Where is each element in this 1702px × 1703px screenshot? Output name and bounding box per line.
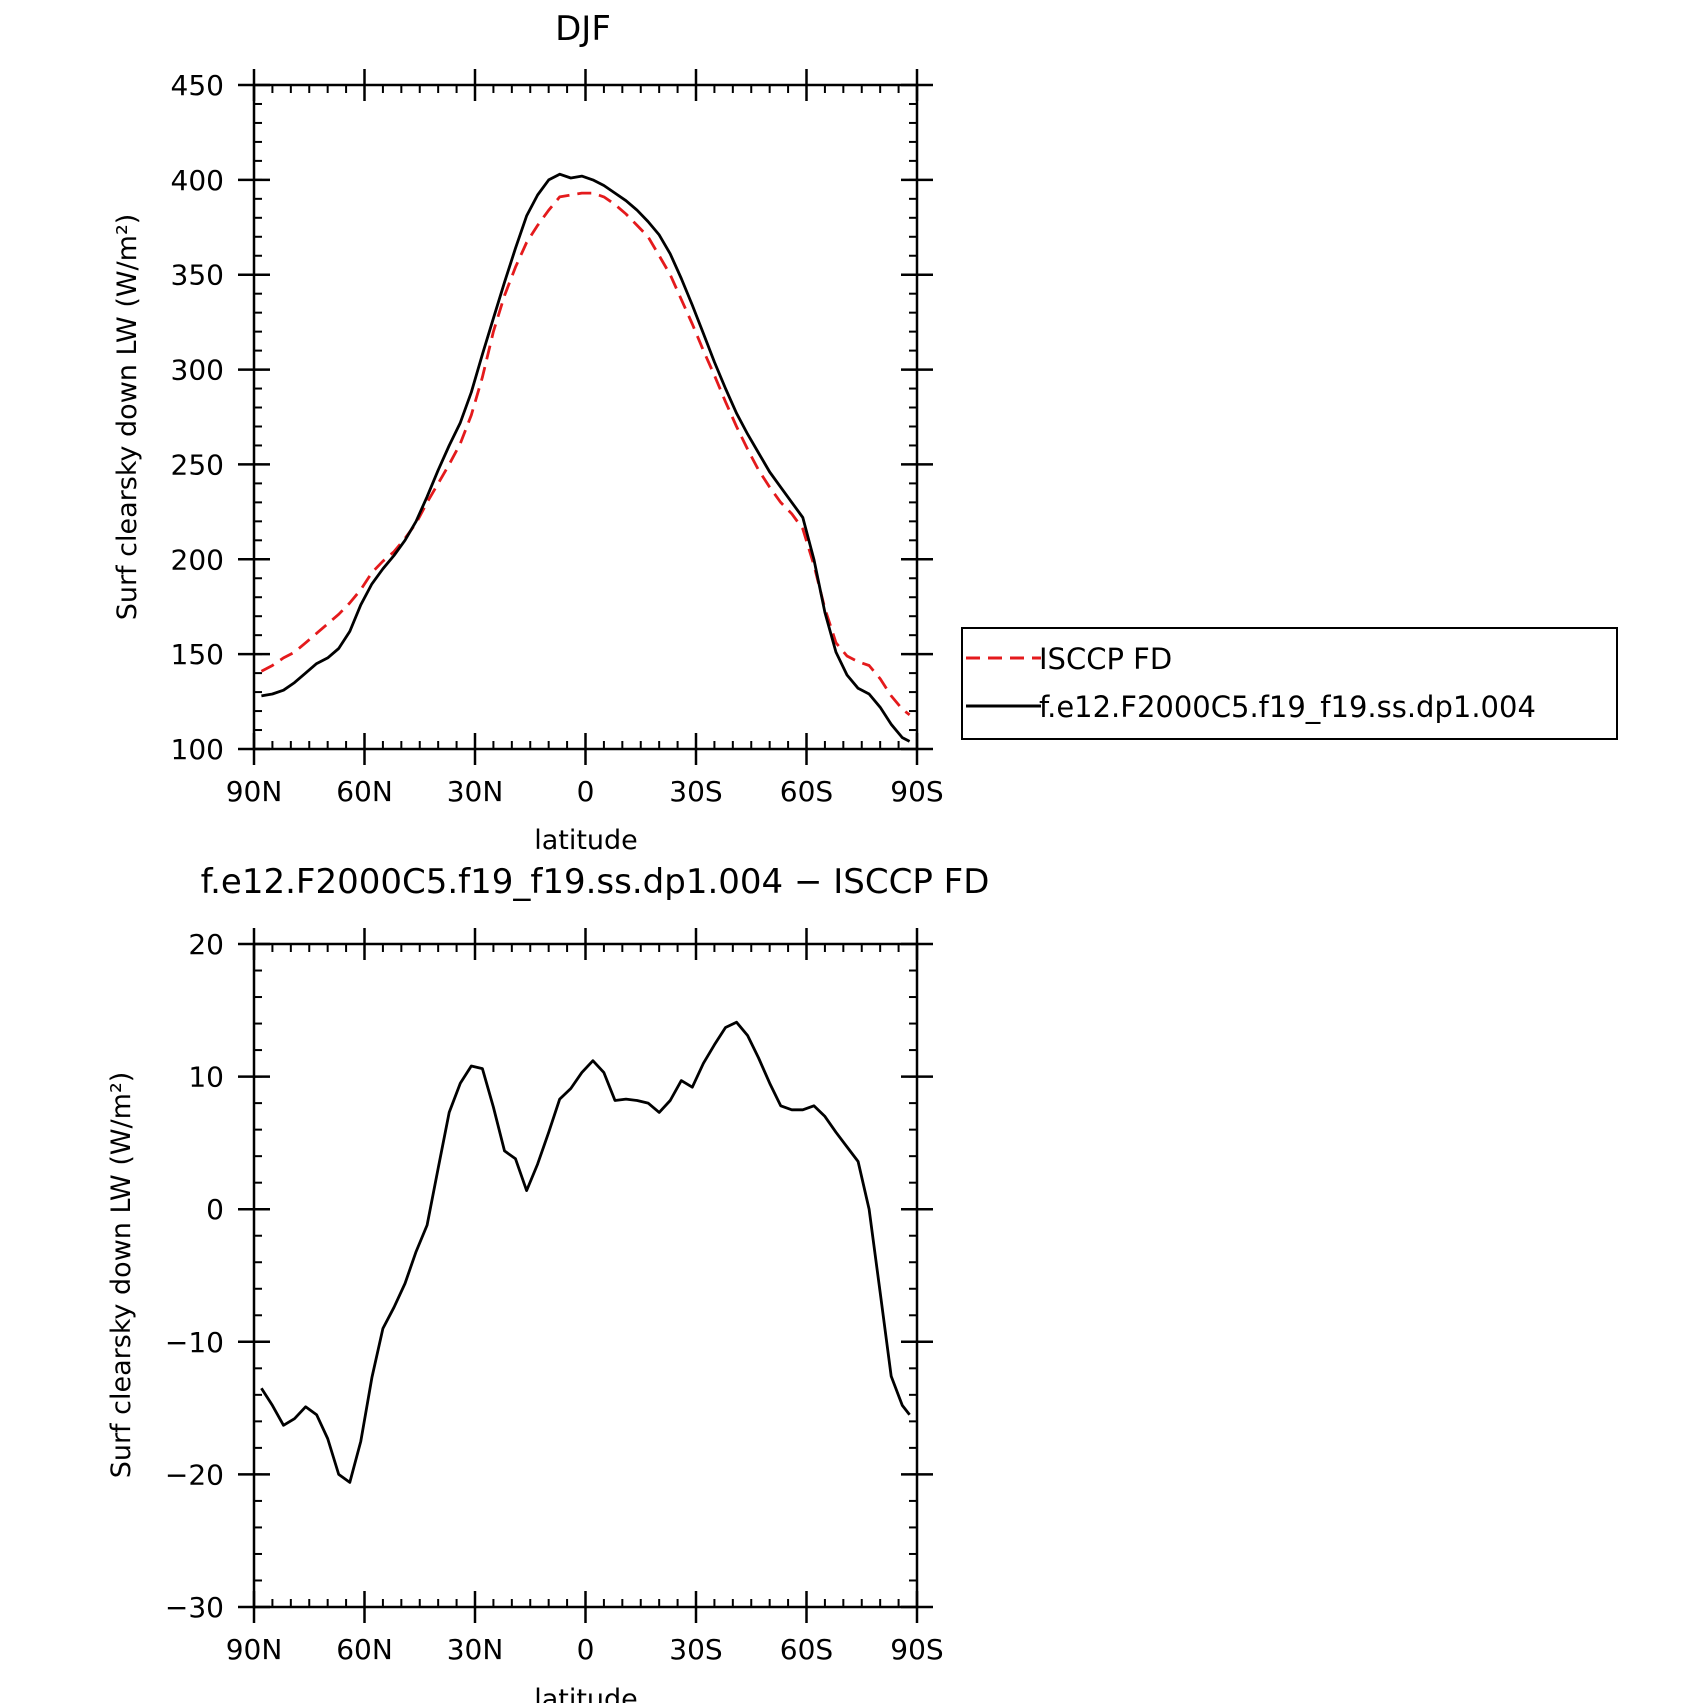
bottom-y-tick-label: 10: [188, 1061, 224, 1094]
bottom-series-lines: [260, 1020, 911, 1484]
legend-box: [961, 627, 1618, 740]
top-x-tick-label: 30S: [669, 775, 722, 808]
bottom-y-axis-label: Surf clearsky down LW (W/m²): [106, 1072, 137, 1479]
bottom-x-axis: 90N 60N 30N 0 30S 60S 90S: [226, 928, 944, 1666]
top-series-line-1: [261, 172, 911, 743]
bottom-y-tick-label: −20: [165, 1458, 224, 1491]
bottom-x-tick-label: 90S: [890, 1633, 943, 1666]
bottom-x-tick-label: 60S: [780, 1633, 833, 1666]
top-chart-title: DJF: [555, 9, 611, 49]
bottom-x-axis-label: latitude: [534, 1684, 638, 1703]
bottom-x-tick-label: 30N: [447, 1633, 504, 1666]
top-y-tick-label: 100: [171, 733, 224, 766]
legend: ISCCP FD f.e12.F2000C5.f19_f19.ss.dp1.00…: [961, 627, 1618, 740]
bottom-y-tick-label: −10: [165, 1326, 224, 1359]
bottom-plot-frame: [252, 942, 919, 1609]
bottom-x-tick-label: 90N: [226, 1633, 283, 1666]
top-x-axis: 90N 60N 30N 0 30S 60S 90S: [226, 69, 944, 808]
bottom-x-tick-label: 30S: [669, 1633, 722, 1666]
top-x-tick-label: 30N: [447, 775, 504, 808]
top-plot-frame: [252, 83, 919, 751]
bottom-x-tick-label: 0: [577, 1633, 595, 1666]
bottom-x-tick-label: 60N: [336, 1633, 393, 1666]
top-y-tick-label: 450: [171, 69, 224, 102]
top-x-tick-label: 0: [577, 775, 595, 808]
top-y-tick-label: 150: [171, 638, 224, 671]
bottom-chart-title: f.e12.F2000C5.f19_f19.ss.dp1.004 − ISCCP…: [201, 862, 990, 902]
bottom-y-tick-label: 20: [188, 928, 224, 961]
top-y-axis: 100 150 200 250 300 350 400 450: [171, 69, 933, 766]
top-x-tick-label: 60S: [780, 775, 833, 808]
bottom-panel: f.e12.F2000C5.f19_f19.ss.dp1.004 − ISCCP…: [106, 862, 989, 1703]
top-x-axis-label: latitude: [534, 825, 638, 856]
legend-label-model: f.e12.F2000C5.f19_f19.ss.dp1.004: [1039, 690, 1536, 724]
top-y-tick-label: 400: [171, 164, 224, 197]
top-y-tick-label: 200: [171, 543, 224, 576]
legend-label-isccp: ISCCP FD: [1039, 642, 1172, 676]
top-y-axis-label: Surf clearsky down LW (W/m²): [112, 214, 143, 621]
top-y-tick-label: 300: [171, 354, 224, 387]
top-x-tick-label: 90N: [226, 775, 283, 808]
top-x-tick-label: 60N: [336, 775, 393, 808]
bottom-series-line-0: [260, 1020, 911, 1484]
bottom-y-axis: −30 −20 −10 0 10 20: [165, 928, 933, 1624]
top-x-tick-label: 90S: [890, 775, 943, 808]
top-series-line-0: [260, 191, 911, 717]
bottom-y-tick-label: 0: [206, 1193, 224, 1226]
top-series-lines: [260, 172, 911, 743]
bottom-y-tick-label: −30: [165, 1591, 224, 1624]
top-y-tick-label: 350: [171, 259, 224, 292]
top-y-tick-label: 250: [171, 448, 224, 481]
top-panel: DJF 100 150 200 250 300 350 400 450 90N 60N 30N 0 3…: [112, 9, 1618, 856]
